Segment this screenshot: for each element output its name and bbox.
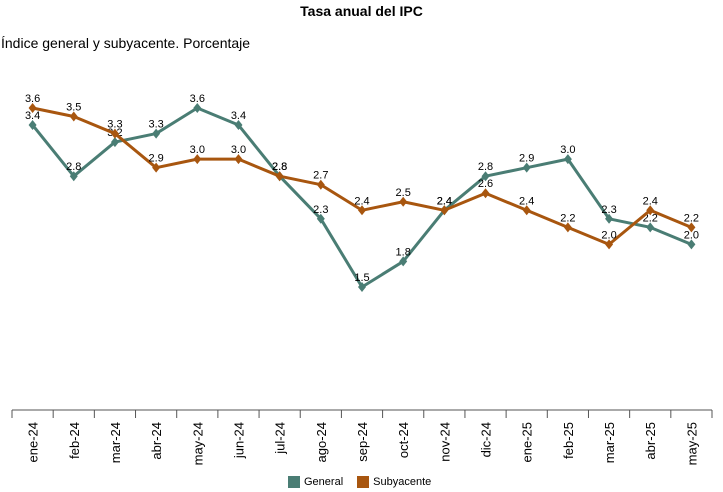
data-label-subyacente: 2.4 bbox=[643, 195, 658, 207]
data-point-subyacente bbox=[69, 111, 78, 122]
data-label-subyacente: 3.0 bbox=[231, 144, 246, 156]
data-label-subyacente: 2.8 bbox=[272, 161, 287, 173]
data-label-subyacente: 2.0 bbox=[601, 229, 616, 241]
data-label-general: 3.0 bbox=[560, 144, 575, 156]
data-point-subyacente bbox=[646, 205, 655, 216]
data-label-general: 2.9 bbox=[519, 153, 534, 165]
data-point-subyacente bbox=[563, 222, 572, 233]
data-label-subyacente: 2.4 bbox=[519, 195, 534, 207]
x-tick-label: abr-25 bbox=[643, 422, 658, 460]
data-point-general bbox=[646, 222, 655, 233]
data-point-general bbox=[152, 128, 161, 139]
data-point-general bbox=[605, 213, 614, 224]
data-point-subyacente bbox=[358, 205, 366, 216]
x-tick-label: mar-24 bbox=[108, 422, 123, 463]
data-label-subyacente: 2.6 bbox=[478, 178, 493, 190]
x-tick-label: abr-24 bbox=[149, 422, 164, 460]
data-point-general bbox=[687, 239, 696, 250]
data-point-general bbox=[522, 162, 531, 173]
data-point-general bbox=[69, 171, 78, 182]
data-point-subyacente bbox=[110, 128, 119, 139]
data-label-general: 2.3 bbox=[601, 204, 616, 216]
x-tick-label: sep-24 bbox=[355, 422, 370, 462]
data-point-subyacente bbox=[522, 205, 531, 216]
data-point-subyacente bbox=[234, 154, 243, 165]
data-label-general: 3.3 bbox=[148, 119, 163, 131]
x-tick-label: may-25 bbox=[684, 422, 699, 465]
legend-item-subyacente[interactable]: Subyacente bbox=[357, 476, 431, 488]
data-point-general bbox=[110, 137, 119, 148]
data-label-general: 3.4 bbox=[25, 110, 40, 122]
data-point-general bbox=[563, 154, 572, 165]
series-line-subyacente bbox=[32, 106, 692, 246]
chart-subtitle: Índice general y subyacente. Porcentaje bbox=[1, 35, 251, 51]
x-tick-label: feb-24 bbox=[67, 422, 82, 459]
x-tick-label: ago-24 bbox=[314, 422, 329, 462]
x-tick-label: ene-24 bbox=[26, 422, 41, 462]
x-tick-label: feb-25 bbox=[561, 422, 576, 459]
data-point-general bbox=[234, 120, 243, 131]
data-point-general bbox=[358, 282, 366, 292]
data-point-general bbox=[481, 171, 490, 182]
x-tick-label: nov-24 bbox=[437, 422, 452, 462]
legend-label-subyacente: Subyacente bbox=[373, 476, 432, 488]
x-tick-label: ene-25 bbox=[520, 422, 535, 462]
chart-title: Tasa anual del IPC bbox=[300, 3, 423, 19]
x-tick-label: dic-24 bbox=[479, 422, 494, 457]
legend-label-general: General bbox=[304, 476, 344, 488]
data-label-general: 2.8 bbox=[272, 161, 287, 173]
line-chart: ene-24 feb-24 mar-24 abr-24 may-24 jun-24 jul-… bbox=[11, 93, 713, 465]
data-point-subyacente bbox=[399, 196, 408, 207]
data-label-subyacente: 2.5 bbox=[396, 187, 411, 199]
legend-item-general[interactable]: General bbox=[288, 476, 343, 488]
legend-swatch-general bbox=[288, 476, 300, 488]
data-point-general bbox=[399, 256, 408, 267]
data-label-subyacente: 2.4 bbox=[437, 195, 452, 207]
data-point-subyacente bbox=[275, 171, 284, 182]
data-label-subyacente: 2.7 bbox=[313, 170, 328, 182]
data-point-subyacente bbox=[193, 154, 202, 165]
data-point-subyacente bbox=[152, 162, 161, 173]
data-label-general: 1.5 bbox=[354, 272, 369, 284]
data-point-general bbox=[193, 102, 202, 113]
x-tick-label: oct-24 bbox=[396, 422, 411, 458]
data-point-subyacente bbox=[687, 222, 696, 233]
data-label-general: 2.0 bbox=[684, 229, 699, 241]
data-label-general: 2.4 bbox=[437, 195, 452, 207]
data-label-subyacente: 2.2 bbox=[560, 212, 575, 224]
legend-swatch-subyacente bbox=[357, 476, 370, 488]
data-label-subyacente: 3.5 bbox=[66, 102, 81, 114]
data-label-general: 1.8 bbox=[396, 246, 411, 258]
x-tick-label: jun-24 bbox=[231, 422, 246, 459]
x-tick-label: may-24 bbox=[190, 422, 205, 465]
data-point-subyacente bbox=[28, 102, 37, 113]
data-label-subyacente: 2.4 bbox=[354, 195, 369, 207]
legend: General Subyacente bbox=[288, 476, 431, 488]
data-label-subyacente: 2.2 bbox=[684, 212, 699, 224]
data-label-general: 3.6 bbox=[190, 93, 205, 105]
data-label-subyacente: 3.0 bbox=[190, 144, 205, 156]
x-tick-label: jul-24 bbox=[273, 422, 288, 455]
data-label-general: 2.8 bbox=[66, 161, 81, 173]
data-label-general: 2.3 bbox=[313, 204, 328, 216]
data-point-subyacente bbox=[481, 188, 490, 199]
x-tick-label: mar-25 bbox=[602, 422, 617, 463]
data-point-general bbox=[316, 213, 325, 224]
data-point-subyacente bbox=[316, 179, 325, 190]
data-label-subyacente: 2.9 bbox=[148, 153, 163, 165]
data-label-subyacente: 3.6 bbox=[25, 93, 40, 105]
data-label-subyacente: 3.3 bbox=[107, 119, 122, 131]
data-label-general: 2.8 bbox=[478, 161, 493, 173]
data-label-general: 3.4 bbox=[231, 110, 246, 122]
data-point-general bbox=[28, 120, 37, 131]
data-point-subyacente bbox=[605, 239, 614, 250]
data-point-subyacente bbox=[440, 205, 449, 216]
